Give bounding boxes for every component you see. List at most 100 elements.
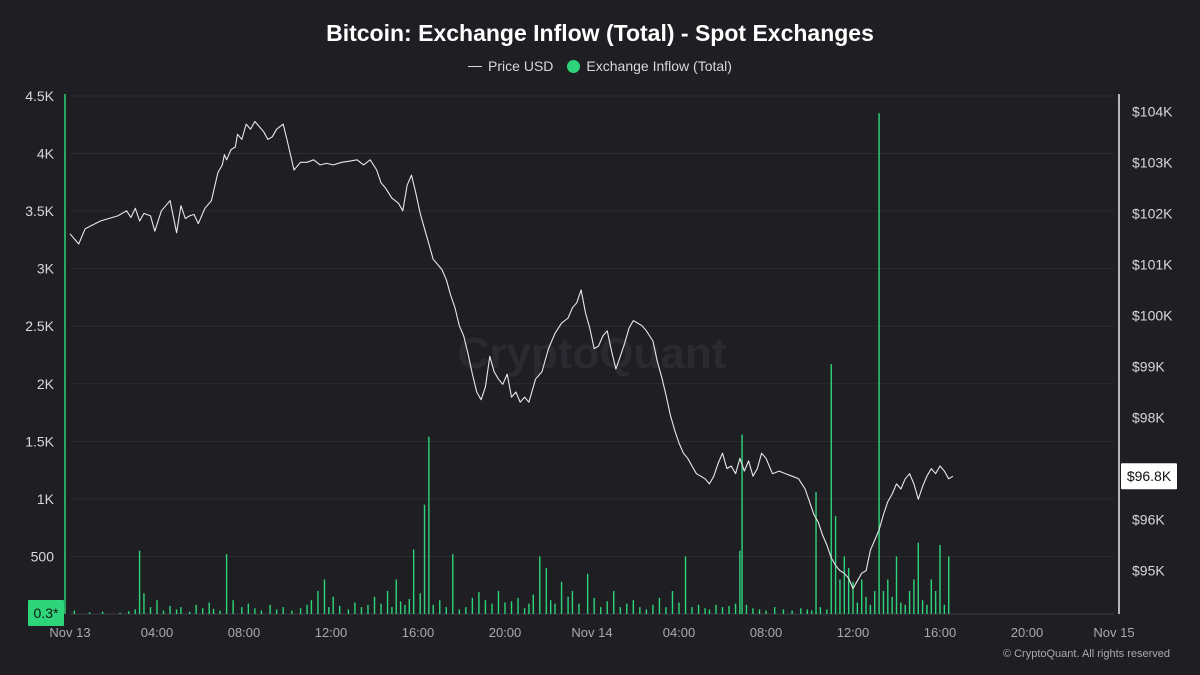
copyright-footer: © CryptoQuant. All rights reserved bbox=[1002, 648, 1170, 660]
inflow-bar bbox=[900, 602, 902, 614]
inflow-bar bbox=[626, 603, 628, 614]
inflow-bar bbox=[134, 609, 136, 614]
inflow-bar bbox=[704, 608, 706, 614]
inflow-bar bbox=[282, 607, 284, 614]
price-line-swatch-icon bbox=[468, 65, 483, 67]
right-axis-tick-label: $103K bbox=[1132, 154, 1173, 170]
inflow-bar bbox=[510, 601, 513, 614]
inflow-bar bbox=[367, 604, 369, 614]
inflow-bar bbox=[652, 604, 654, 614]
inflow-bar bbox=[471, 597, 474, 614]
inflow-bar bbox=[908, 590, 911, 614]
inflow-bar bbox=[88, 612, 91, 614]
inflow-bar bbox=[119, 612, 121, 614]
inflow-bar bbox=[408, 599, 410, 614]
inflow-bar bbox=[697, 604, 700, 614]
inflow-bar bbox=[432, 604, 434, 614]
inflow-bar bbox=[399, 601, 402, 614]
inflow-bar bbox=[839, 579, 841, 614]
legend-item-price[interactable]: Price USD bbox=[468, 58, 553, 74]
x-axis-tick-label: 16:00 bbox=[402, 625, 435, 640]
inflow-bar bbox=[504, 602, 506, 614]
inflow-bar bbox=[219, 610, 221, 614]
inflow-bar bbox=[458, 609, 461, 614]
inflow-bar bbox=[586, 573, 589, 614]
inflow-bar bbox=[339, 605, 341, 614]
x-axis-tick-label: Nov 14 bbox=[571, 625, 612, 640]
x-axis-tick-label: 12:00 bbox=[837, 625, 870, 640]
inflow-bar bbox=[539, 556, 541, 614]
legend-label-price: Price USD bbox=[488, 58, 554, 74]
legend-label-inflow: Exchange Inflow (Total) bbox=[586, 58, 732, 74]
inflow-bar bbox=[847, 567, 850, 614]
inflow-bar bbox=[545, 567, 548, 614]
inflow-bar bbox=[600, 607, 602, 614]
inflow-bar bbox=[128, 611, 130, 614]
left-axis-tick-label: 500 bbox=[31, 548, 55, 564]
inflow-bar bbox=[380, 603, 382, 614]
inflow-bar bbox=[782, 609, 785, 614]
inflow-bar bbox=[549, 600, 552, 614]
inflow-bar bbox=[291, 610, 293, 614]
inflow-bar bbox=[904, 604, 906, 614]
inflow-bar bbox=[658, 597, 661, 614]
inflow-bar bbox=[260, 610, 263, 614]
inflow-bar bbox=[478, 592, 480, 614]
inflow-bar bbox=[891, 596, 893, 614]
current-price-label: $96.8K bbox=[1127, 468, 1172, 484]
inflow-bar bbox=[423, 504, 426, 614]
x-axis-tick-label: 04:00 bbox=[141, 625, 174, 640]
inflow-bar bbox=[275, 609, 278, 614]
legend-item-inflow[interactable]: Exchange Inflow (Total) bbox=[567, 58, 732, 74]
inflow-bar bbox=[774, 607, 776, 614]
inflow-bar bbox=[921, 600, 924, 614]
left-axis-tick-label: 4K bbox=[37, 146, 55, 162]
inflow-bar bbox=[428, 436, 430, 614]
right-axis-tick-label: $96K bbox=[1132, 512, 1165, 528]
inflow-bar bbox=[926, 604, 928, 614]
right-axis-tick-label: $104K bbox=[1132, 103, 1173, 119]
inflow-bar bbox=[806, 609, 809, 614]
inflow-bar bbox=[593, 597, 595, 614]
inflow-bar bbox=[310, 600, 313, 614]
x-axis-tick-label: 04:00 bbox=[663, 625, 696, 640]
inflow-bar bbox=[571, 590, 574, 614]
left-axis-tick-label: 1K bbox=[37, 491, 55, 507]
inflow-bar bbox=[943, 604, 946, 614]
inflow-bar bbox=[819, 607, 822, 614]
inflow-bar bbox=[247, 603, 250, 614]
inflow-bar bbox=[241, 607, 243, 614]
inflow-bar bbox=[791, 610, 793, 614]
current-price-badge bbox=[1121, 463, 1177, 490]
right-axis-tick-label: $98K bbox=[1132, 410, 1165, 426]
watermark-text: CryptoQuant bbox=[458, 329, 727, 378]
inflow-bar bbox=[639, 607, 641, 614]
inflow-bar bbox=[328, 607, 330, 614]
left-axis-tick-label: 3K bbox=[37, 261, 55, 277]
inflow-bar bbox=[317, 590, 319, 614]
inflow-bar bbox=[332, 596, 334, 614]
inflow-bar bbox=[913, 579, 915, 614]
legend: Price USD Exchange Inflow (Total) bbox=[0, 58, 1200, 74]
left-axis-tick-label: 4.5K bbox=[25, 88, 54, 104]
inflow-bar bbox=[830, 364, 832, 614]
inflow-dot-swatch-icon bbox=[567, 59, 581, 73]
inflow-bar bbox=[619, 607, 621, 614]
x-axis-tick-label: Nov 15 bbox=[1093, 625, 1134, 640]
x-axis-tick-label: 08:00 bbox=[750, 625, 783, 640]
x-axis-tick-label: 12:00 bbox=[315, 625, 348, 640]
inflow-bar bbox=[101, 611, 104, 614]
inflow-bar bbox=[852, 581, 854, 614]
inflow-bar bbox=[156, 600, 158, 614]
inflow-bar bbox=[149, 607, 152, 614]
x-axis-tick-label: 20:00 bbox=[489, 625, 522, 640]
inflow-bar bbox=[391, 607, 393, 614]
inflow-bar bbox=[212, 608, 215, 614]
inflow-bar bbox=[195, 604, 197, 614]
inflow-bar bbox=[528, 603, 530, 614]
inflow-bar bbox=[232, 600, 234, 614]
inflow-bar bbox=[299, 608, 302, 614]
inflow-bar bbox=[930, 579, 932, 614]
inflow-bar bbox=[484, 600, 487, 614]
inflow-bar bbox=[734, 603, 737, 614]
